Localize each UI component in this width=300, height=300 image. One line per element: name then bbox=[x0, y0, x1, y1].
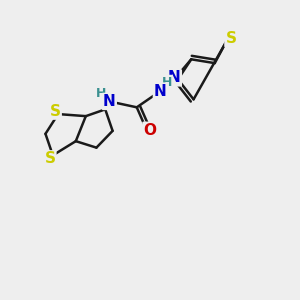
Text: H: H bbox=[162, 76, 172, 89]
Text: H: H bbox=[96, 87, 106, 100]
Text: S: S bbox=[50, 103, 61, 118]
Text: O: O bbox=[143, 123, 157, 138]
Text: N: N bbox=[103, 94, 116, 109]
Text: S: S bbox=[226, 31, 236, 46]
Text: N: N bbox=[168, 70, 181, 86]
Text: N: N bbox=[154, 84, 167, 99]
Text: S: S bbox=[44, 151, 56, 166]
